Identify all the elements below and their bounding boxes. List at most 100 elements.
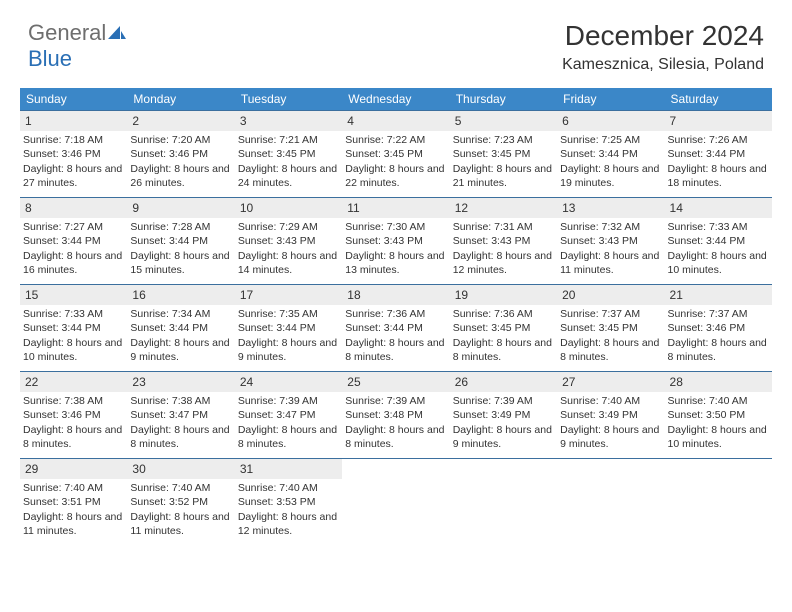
day-number-wrap: 3 bbox=[235, 111, 342, 131]
day-number-wrap: 22 bbox=[20, 372, 127, 392]
day-cell: 24Sunrise: 7:39 AMSunset: 3:47 PMDayligh… bbox=[235, 372, 342, 458]
daylight-line: Daylight: 8 hours and 10 minutes. bbox=[668, 249, 769, 277]
sunset-line: Sunset: 3:44 PM bbox=[130, 234, 231, 248]
sunset-line: Sunset: 3:45 PM bbox=[238, 147, 339, 161]
day-cell: 12Sunrise: 7:31 AMSunset: 3:43 PMDayligh… bbox=[450, 198, 557, 284]
sunset-line: Sunset: 3:44 PM bbox=[345, 321, 446, 335]
day-cell: 8Sunrise: 7:27 AMSunset: 3:44 PMDaylight… bbox=[20, 198, 127, 284]
week-row: 15Sunrise: 7:33 AMSunset: 3:44 PMDayligh… bbox=[20, 284, 772, 371]
sunrise-line: Sunrise: 7:40 AM bbox=[238, 481, 339, 495]
day-cell: 1Sunrise: 7:18 AMSunset: 3:46 PMDaylight… bbox=[20, 111, 127, 197]
day-cell: 25Sunrise: 7:39 AMSunset: 3:48 PMDayligh… bbox=[342, 372, 449, 458]
sunrise-line: Sunrise: 7:38 AM bbox=[23, 394, 124, 408]
sunrise-line: Sunrise: 7:39 AM bbox=[345, 394, 446, 408]
sunset-line: Sunset: 3:53 PM bbox=[238, 495, 339, 509]
daylight-line: Daylight: 8 hours and 11 minutes. bbox=[130, 510, 231, 538]
daylight-line: Daylight: 8 hours and 11 minutes. bbox=[560, 249, 661, 277]
sunrise-line: Sunrise: 7:38 AM bbox=[130, 394, 231, 408]
sunset-line: Sunset: 3:46 PM bbox=[668, 321, 769, 335]
week-row: 8Sunrise: 7:27 AMSunset: 3:44 PMDaylight… bbox=[20, 197, 772, 284]
daylight-line: Daylight: 8 hours and 8 minutes. bbox=[345, 423, 446, 451]
day-number: 10 bbox=[240, 201, 253, 215]
day-number: 20 bbox=[562, 288, 575, 302]
calendar-body: 1Sunrise: 7:18 AMSunset: 3:46 PMDaylight… bbox=[20, 110, 772, 545]
day-number-wrap: 23 bbox=[127, 372, 234, 392]
day-number: 29 bbox=[25, 462, 38, 476]
day-cell: 13 Sunrise: 7:32 AMSunset: 3:43 PMDayligh… bbox=[557, 198, 664, 284]
daylight-line: Daylight: 8 hours and 19 minutes. bbox=[560, 162, 661, 190]
sunset-line: Sunset: 3:43 PM bbox=[238, 234, 339, 248]
daylight-line: Daylight: 8 hours and 15 minutes. bbox=[130, 249, 231, 277]
sunrise-line: Sunrise: 7:33 AM bbox=[23, 307, 124, 321]
day-number: 24 bbox=[240, 375, 253, 389]
sunset-line: Sunset: 3:44 PM bbox=[130, 321, 231, 335]
daylight-line: Daylight: 8 hours and 9 minutes. bbox=[453, 423, 554, 451]
sunset-line: Sunset: 3:44 PM bbox=[23, 321, 124, 335]
day-number: 9 bbox=[132, 201, 139, 215]
sunset-line: Sunset: 3:49 PM bbox=[453, 408, 554, 422]
day-number: 13 bbox=[562, 201, 575, 215]
logo-sail-icon bbox=[108, 20, 126, 46]
day-cell: 10Sunrise: 7:29 AMSunset: 3:43 PMDayligh… bbox=[235, 198, 342, 284]
daylight-line: Daylight: 8 hours and 24 minutes. bbox=[238, 162, 339, 190]
sunset-line: Sunset: 3:48 PM bbox=[345, 408, 446, 422]
day-number-wrap: 8 bbox=[20, 198, 127, 218]
day-number-wrap: 13 bbox=[557, 198, 664, 218]
day-cell: 11Sunrise: 7:30 AMSunset: 3:43 PMDayligh… bbox=[342, 198, 449, 284]
day-number-wrap: 4 bbox=[342, 111, 449, 131]
sunrise-line: Sunrise: 7:29 AM bbox=[238, 220, 339, 234]
sunrise-line: Sunrise: 7:20 AM bbox=[130, 133, 231, 147]
sunrise-line: Sunrise: 7:36 AM bbox=[453, 307, 554, 321]
day-cell: 16Sunrise: 7:34 AMSunset: 3:44 PMDayligh… bbox=[127, 285, 234, 371]
sunrise-line: Sunrise: 7:39 AM bbox=[453, 394, 554, 408]
sunrise-line: Sunrise: 7:31 AM bbox=[453, 220, 554, 234]
week-row: 29Sunrise: 7:40 AMSunset: 3:51 PMDayligh… bbox=[20, 458, 772, 545]
day-cell: 31Sunrise: 7:40 AMSunset: 3:53 PMDayligh… bbox=[235, 459, 342, 545]
day-number-wrap: 11 bbox=[342, 198, 449, 218]
day-number: 12 bbox=[455, 201, 468, 215]
daylight-line: Daylight: 8 hours and 9 minutes. bbox=[238, 336, 339, 364]
day-number-wrap: 12 bbox=[450, 198, 557, 218]
location-label: Kamesznica, Silesia, Poland bbox=[562, 56, 764, 74]
day-cell: 7Sunrise: 7:26 AMSunset: 3:44 PMDaylight… bbox=[665, 111, 772, 197]
sunset-line: Sunset: 3:47 PM bbox=[238, 408, 339, 422]
day-cell: 26 Sunrise: 7:39 AMSunset: 3:49 PMDayligh… bbox=[450, 372, 557, 458]
sunrise-line: Sunrise: 7:37 AM bbox=[560, 307, 661, 321]
daylight-line: Daylight: 8 hours and 8 minutes. bbox=[130, 423, 231, 451]
day-cell: 4Sunrise: 7:22 AMSunset: 3:45 PMDaylight… bbox=[342, 111, 449, 197]
day-number-wrap: 15 bbox=[20, 285, 127, 305]
day-number: 14 bbox=[670, 201, 683, 215]
daylight-line: Daylight: 8 hours and 26 minutes. bbox=[130, 162, 231, 190]
sunset-line: Sunset: 3:43 PM bbox=[560, 234, 661, 248]
daylight-line: Daylight: 8 hours and 8 minutes. bbox=[345, 336, 446, 364]
month-title: December 2024 bbox=[562, 20, 764, 52]
day-cell: 19Sunrise: 7:36 AMSunset: 3:45 PMDayligh… bbox=[450, 285, 557, 371]
sunrise-line: Sunrise: 7:32 AM bbox=[560, 220, 661, 234]
day-cell: 5Sunrise: 7:23 AMSunset: 3:45 PMDaylight… bbox=[450, 111, 557, 197]
daylight-line: Daylight: 8 hours and 12 minutes. bbox=[453, 249, 554, 277]
dow-header-saturday: Saturday bbox=[665, 88, 772, 110]
day-cell: 27Sunrise: 7:40 AMSunset: 3:49 PMDayligh… bbox=[557, 372, 664, 458]
day-number-wrap: 6 bbox=[557, 111, 664, 131]
dow-header-thursday: Thursday bbox=[450, 88, 557, 110]
day-number-wrap: 2 bbox=[127, 111, 234, 131]
logo-word1: General bbox=[28, 20, 106, 45]
day-number-wrap: 9 bbox=[127, 198, 234, 218]
daylight-line: Daylight: 8 hours and 27 minutes. bbox=[23, 162, 124, 190]
week-row: 22Sunrise: 7:38 AMSunset: 3:46 PMDayligh… bbox=[20, 371, 772, 458]
logo: General Blue bbox=[28, 20, 126, 72]
sunset-line: Sunset: 3:44 PM bbox=[668, 147, 769, 161]
day-number: 19 bbox=[455, 288, 468, 302]
day-number: 11 bbox=[347, 201, 359, 215]
day-number: 26 bbox=[455, 375, 468, 389]
day-cell bbox=[665, 459, 772, 545]
day-cell: 3Sunrise: 7:21 AMSunset: 3:45 PMDaylight… bbox=[235, 111, 342, 197]
day-number-wrap: 24 bbox=[235, 372, 342, 392]
daylight-line: Daylight: 8 hours and 16 minutes. bbox=[23, 249, 124, 277]
sunrise-line: Sunrise: 7:39 AM bbox=[238, 394, 339, 408]
dow-header-sunday: Sunday bbox=[20, 88, 127, 110]
day-number-wrap: 21 bbox=[665, 285, 772, 305]
day-cell: 30Sunrise: 7:40 AMSunset: 3:52 PMDayligh… bbox=[127, 459, 234, 545]
sunset-line: Sunset: 3:52 PM bbox=[130, 495, 231, 509]
sunrise-line: Sunrise: 7:34 AM bbox=[130, 307, 231, 321]
